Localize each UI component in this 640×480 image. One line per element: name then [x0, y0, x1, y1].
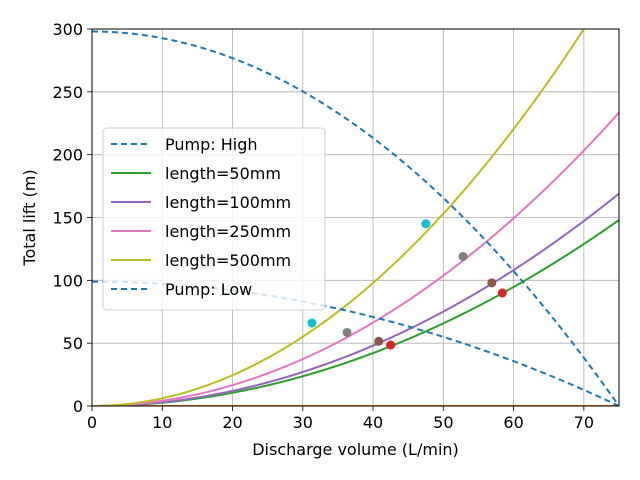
x-tick-label: 50: [433, 413, 453, 432]
intersection-point: [386, 340, 396, 350]
series-pump-high: [92, 30, 619, 406]
axis-ticks: 0 10 20 30 40 50 60 70 0 50 100 150 200 250 300: [52, 20, 594, 432]
legend-label: length=500mm: [165, 251, 291, 270]
legend: Pump: High length=50mm length=100mm length=…: [102, 127, 326, 311]
y-tick-label: 50: [63, 334, 83, 353]
x-tick-label: 10: [152, 413, 172, 432]
series-length-250mm: [92, 112, 619, 406]
y-tick-label: 150: [52, 209, 83, 228]
series-length-100mm: [92, 192, 619, 406]
y-axis-label: Total lift (m): [20, 169, 39, 266]
series-length-500mm: [92, 29, 586, 406]
x-axis-label: Discharge volume (L/min): [252, 440, 459, 459]
legend-label: Pump: Low: [165, 280, 252, 299]
intersection-point: [342, 327, 352, 337]
x-tick-label: 70: [574, 413, 594, 432]
y-tick-label: 250: [52, 83, 83, 102]
y-tick-label: 300: [52, 20, 83, 39]
legend-label: length=100mm: [165, 193, 291, 212]
legend-label: length=50mm: [165, 164, 281, 183]
intersection-point: [497, 288, 507, 298]
legend-label: Pump: High: [165, 135, 258, 154]
y-tick-label: 200: [52, 146, 83, 165]
intersection-markers: [307, 219, 507, 350]
series-pump-low: [92, 280, 619, 406]
legend-box: [102, 127, 326, 311]
intersection-point: [421, 219, 431, 229]
legend-label: length=250mm: [165, 222, 291, 241]
intersection-point: [374, 336, 384, 346]
x-tick-label: 20: [222, 413, 242, 432]
intersection-point: [458, 251, 468, 261]
x-tick-label: 40: [363, 413, 383, 432]
x-tick-label: 60: [503, 413, 523, 432]
intersection-point: [487, 278, 497, 288]
series-layer: [92, 29, 619, 406]
y-tick-label: 100: [52, 271, 83, 290]
x-tick-label: 30: [293, 413, 313, 432]
intersection-point: [307, 318, 317, 328]
y-tick-label: 0: [73, 397, 83, 416]
x-tick-label: 0: [87, 413, 97, 432]
